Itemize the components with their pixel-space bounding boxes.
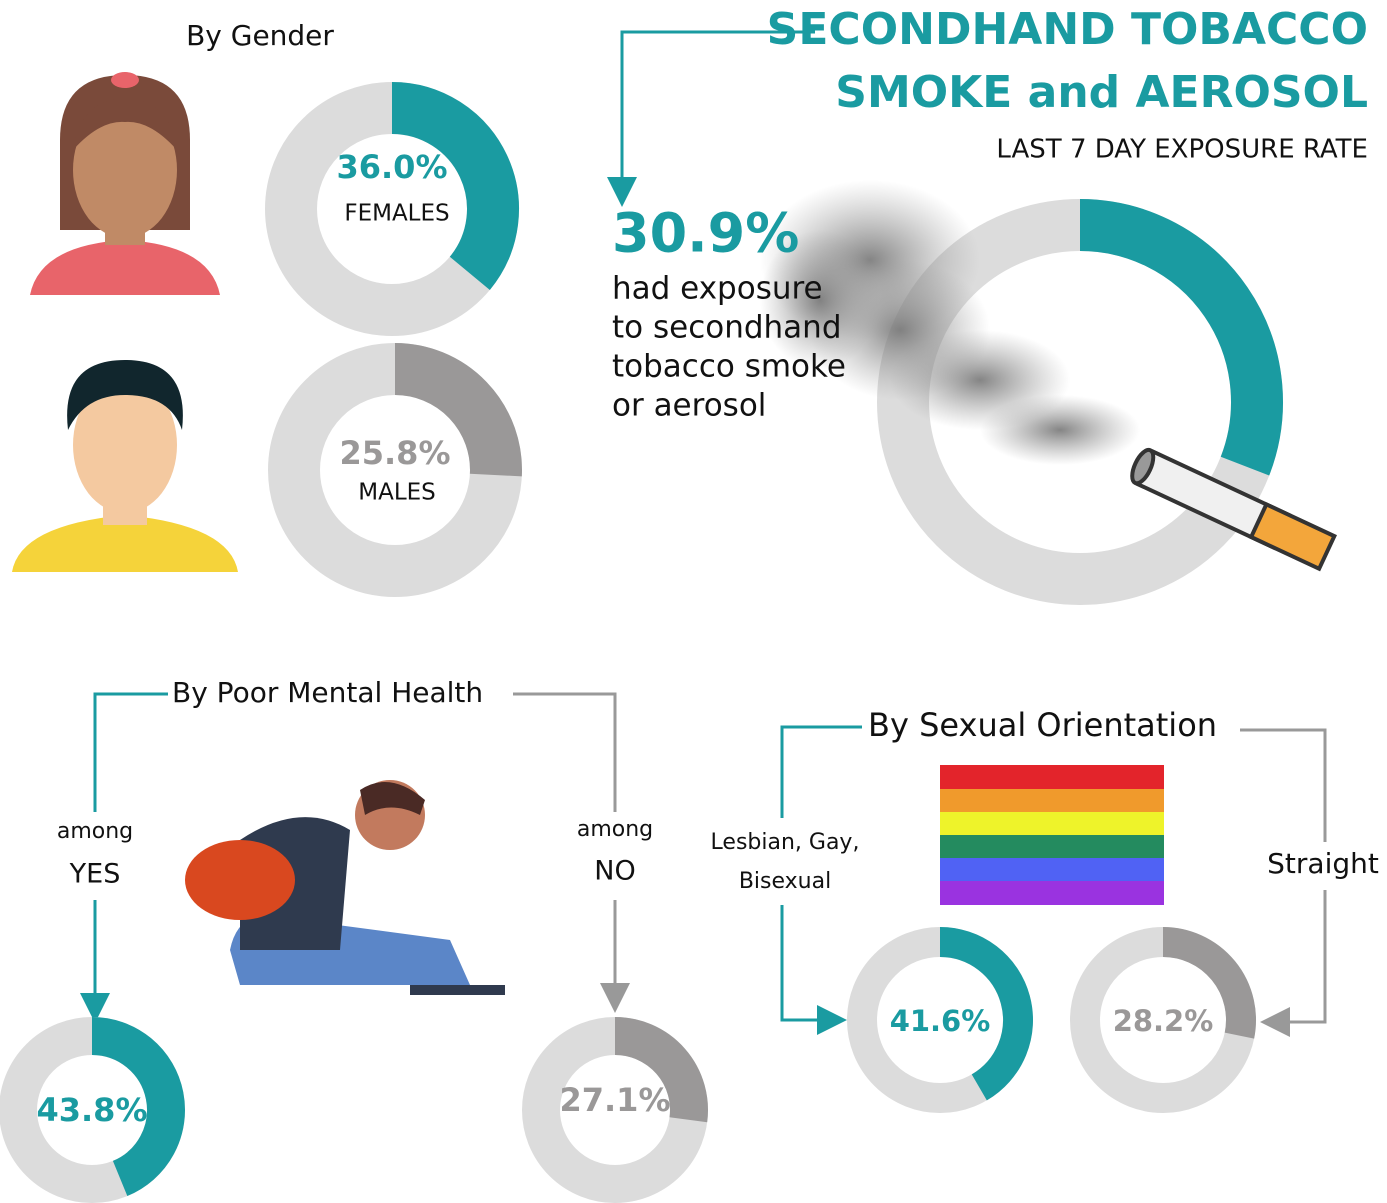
infographic: SECONDHAND TOBACCO SMOKE and AEROSOL LAS… bbox=[0, 0, 1387, 1203]
group-name: Bisexual bbox=[739, 869, 831, 894]
heading: By Gender bbox=[186, 19, 334, 52]
donut-name: MALES bbox=[358, 480, 436, 506]
sad-person bbox=[185, 780, 505, 995]
donut-arc bbox=[392, 108, 493, 273]
donut-label: 36.0% bbox=[336, 148, 447, 186]
donut-label: 27.1% bbox=[559, 1081, 670, 1119]
rainbow-flag bbox=[940, 765, 1164, 905]
group-prefix: among bbox=[57, 819, 133, 844]
overall-value: 30.9% bbox=[612, 202, 799, 265]
overall-line: or aerosol bbox=[612, 388, 766, 424]
male-icon bbox=[12, 360, 238, 572]
group-name: Lesbian, Gay, bbox=[711, 830, 860, 855]
overall-line: had exposure bbox=[612, 271, 823, 307]
group-name: Straight bbox=[1267, 847, 1379, 880]
overall-line: to secondhand bbox=[612, 310, 842, 346]
donut-label: 43.8% bbox=[36, 1091, 147, 1129]
female-icon bbox=[30, 72, 220, 295]
group-prefix: among bbox=[577, 817, 653, 842]
donut-name: FEMALES bbox=[344, 201, 449, 227]
overall-line: tobacco smoke bbox=[612, 349, 846, 385]
donut-label: 41.6% bbox=[890, 1004, 991, 1038]
donut-label: 25.8% bbox=[339, 434, 450, 472]
title: SMOKE and AEROSOL bbox=[835, 67, 1368, 118]
heading: By Sexual Orientation bbox=[868, 706, 1217, 744]
group-name: YES bbox=[69, 859, 121, 890]
group-name: NO bbox=[594, 856, 635, 887]
donut-label: 28.2% bbox=[1113, 1004, 1214, 1038]
subtitle: LAST 7 DAY EXPOSURE RATE bbox=[996, 135, 1368, 165]
heading: By Poor Mental Health bbox=[172, 676, 483, 709]
title: SECONDHAND TOBACCO bbox=[767, 4, 1368, 55]
